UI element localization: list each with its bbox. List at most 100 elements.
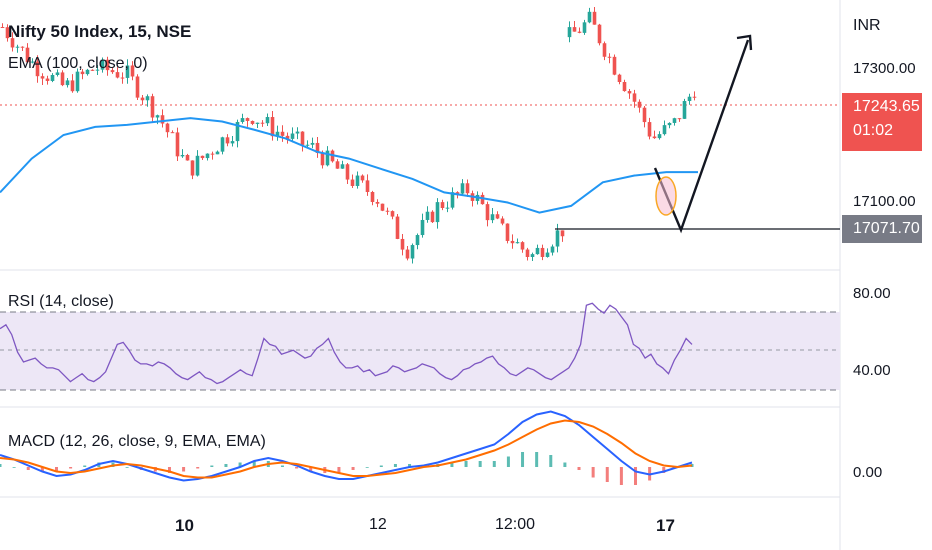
candle [612,54,617,76]
macd-histogram-bar [634,467,638,485]
candle [587,7,592,24]
macd-histogram-bar [295,467,299,469]
macd-histogram-bar [54,467,58,472]
rsi-band [0,312,840,390]
macd-histogram-bar [224,464,228,467]
candle [550,244,555,256]
macd-histogram-bar [210,465,214,467]
candle [250,120,255,126]
candle [45,75,50,85]
candle [405,245,410,261]
macd-histogram-bar [521,452,525,467]
candle [545,248,550,258]
macd-histogram-bar [280,465,284,467]
candle [662,120,667,136]
macd-histogram-bar [26,467,30,470]
macd-histogram-bar [309,467,313,472]
macd-histogram-bar [535,452,539,467]
ema-legend[interactable]: EMA (100, close, 0) [8,55,148,72]
candle [582,19,587,35]
candle [40,73,45,86]
candle [140,94,145,105]
candle [530,252,535,261]
candle [110,67,115,74]
candle [495,211,500,220]
candle [235,119,240,148]
candle [300,131,305,152]
last-price-tag: 17243.65 01:02 [842,93,922,151]
macd-histogram-bar [0,464,2,467]
candle [672,117,677,126]
macd-histogram-bar [506,456,510,467]
candle [265,113,270,127]
candle [430,210,435,223]
candle [130,61,135,81]
macd-histogram-bar [379,465,383,467]
candle [180,149,185,158]
candle [360,174,365,183]
candle [95,65,100,76]
candle [435,198,440,229]
candle [305,140,310,148]
macd-histogram-bar [450,462,454,467]
macd-histogram-bar [40,467,44,472]
candle [55,69,60,77]
macd-histogram-bar [619,467,623,485]
macd-legend[interactable]: MACD (12, 26, close, 9, EMA, EMA) [8,433,266,450]
macd-histogram-bar [365,467,369,468]
candle [260,120,265,127]
candle [415,233,420,250]
candle [340,160,345,169]
candle [667,122,672,129]
candle [637,99,642,113]
candle [115,67,120,79]
candle [10,32,15,52]
candle [210,151,215,160]
candle [520,241,525,253]
macd-histogram-bar [577,467,581,470]
rsi-tick-80: 80.00 [853,285,891,302]
macd-histogram-bar [69,467,73,469]
macd-histogram-bar [549,455,553,467]
candle [25,43,30,64]
rsi-line [0,302,693,385]
candle [160,109,165,128]
macd-line [0,410,693,482]
candle [275,125,280,141]
candle [170,130,175,134]
candle [365,174,370,196]
candle [682,98,687,120]
candle [100,57,105,73]
candle [617,73,622,85]
candle [355,171,360,189]
currency-label: INR [853,17,881,34]
candle [220,136,225,155]
rsi-tick-40: 40.00 [853,362,891,379]
candle [505,223,510,244]
candle [255,122,260,128]
symbol-title[interactable]: Nifty 50 Index, 15, NSE [8,22,192,41]
candle [125,59,130,84]
arrowhead-icon [736,34,753,51]
candle [400,234,405,256]
support-level-tag: 17071.70 [842,215,922,243]
candle [165,122,170,138]
macd-tick-0: 0.00 [853,464,883,481]
candle [290,127,295,143]
macd-histogram-bar [83,465,87,467]
macd-histogram-bar [167,467,171,473]
candle [350,174,355,189]
rsi-legend[interactable]: RSI (14, close) [8,293,114,310]
candle [185,153,190,161]
candle [380,203,385,212]
candle [490,207,495,224]
macd-histogram-bar [478,461,482,467]
candle [515,238,520,244]
macd-histogram [0,452,694,485]
candle [310,137,315,149]
candle [5,24,10,42]
candle [150,93,155,122]
candle [270,110,275,141]
candle [20,46,25,52]
